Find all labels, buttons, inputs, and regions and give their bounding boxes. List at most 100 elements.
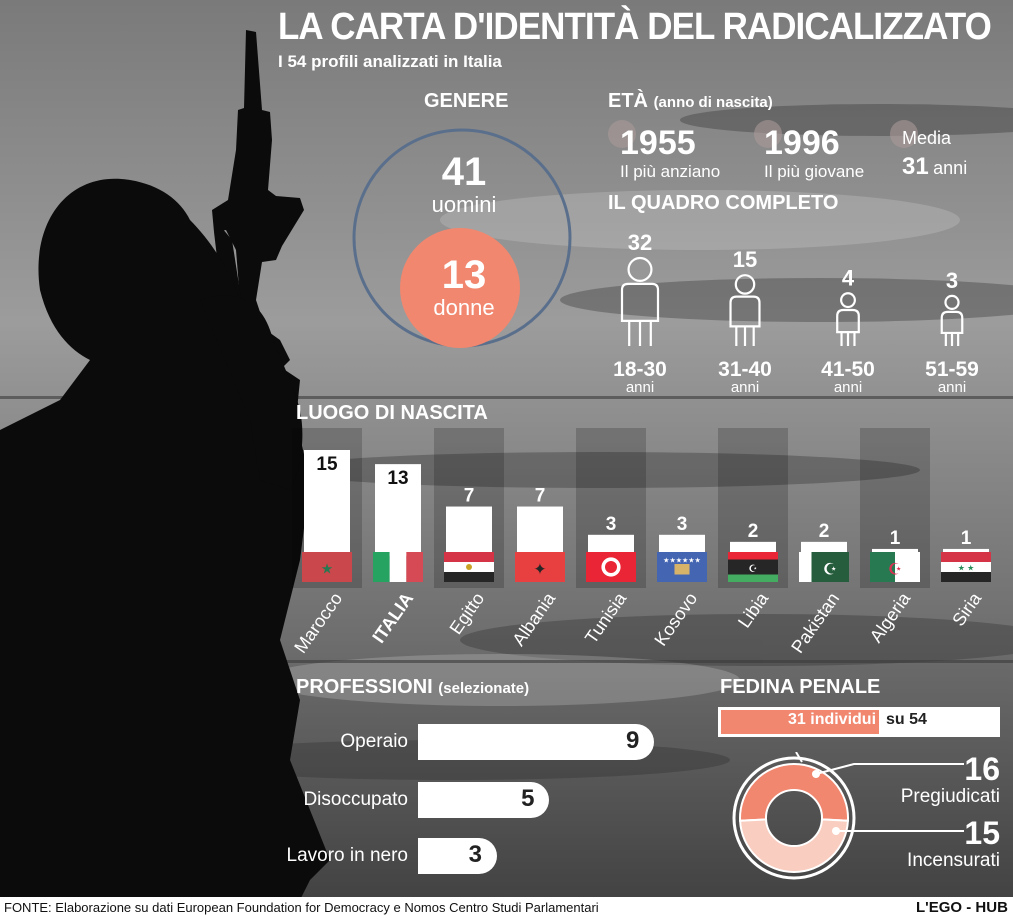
bar-algeria: 1 ☪ Algeria bbox=[860, 428, 930, 646]
clean-value: 15 bbox=[964, 815, 1000, 851]
source-note: FONTE: Elaborazione su dati European Fou… bbox=[4, 900, 599, 915]
svg-text:✦: ✦ bbox=[533, 562, 546, 579]
age-group-unit: anni bbox=[938, 379, 966, 396]
person-icon bbox=[836, 292, 860, 346]
bar bbox=[304, 450, 350, 556]
svg-text:★ ★: ★ ★ bbox=[958, 564, 975, 573]
bar-value: 1 bbox=[961, 528, 972, 549]
age-dots bbox=[608, 120, 918, 148]
svg-text:☪: ☪ bbox=[888, 562, 902, 579]
bar bbox=[375, 464, 421, 556]
bar bbox=[517, 506, 563, 556]
bar-albania: 7 ✦ Albania bbox=[508, 486, 565, 649]
women-circle bbox=[400, 228, 520, 348]
average-unit: anni bbox=[933, 158, 968, 178]
oldest-year: 1955 bbox=[620, 124, 696, 162]
person-icon bbox=[620, 256, 660, 346]
bar-label: Albania bbox=[508, 588, 559, 649]
age-group-value: 3 bbox=[946, 268, 958, 293]
person-icon bbox=[940, 294, 964, 346]
bar-italia: 13 ITALIA bbox=[368, 464, 423, 647]
donut-slice-incensurati bbox=[739, 818, 849, 873]
bar-value: 2 bbox=[819, 521, 830, 542]
bar-kosovo: 3 ★★★★★★ Kosovo bbox=[650, 514, 707, 650]
birthplace-heading: LUOGO DI NASCITA bbox=[296, 402, 488, 424]
bar-siria: 1 ★ ★ Siria bbox=[941, 528, 991, 630]
prior-label: Pregiudicati bbox=[900, 786, 1000, 807]
bar-value: 7 bbox=[464, 486, 475, 507]
bar-label: Libia bbox=[734, 588, 773, 631]
age-group-unit: anni bbox=[731, 379, 759, 396]
svg-text:☪: ☪ bbox=[749, 564, 758, 575]
oldest-block: 1955 Il più anziano bbox=[620, 124, 720, 182]
flag-albania-icon: ✦ bbox=[515, 552, 565, 582]
flag-libya-icon: ☪ bbox=[728, 552, 778, 582]
silhouette bbox=[0, 30, 330, 920]
bar-label: Tunisia bbox=[581, 588, 631, 647]
youngest-block: 1996 Il più giovane bbox=[764, 124, 864, 182]
prior-block: 16 Pregiudicati bbox=[900, 752, 1000, 808]
bar-label: Kosovo bbox=[650, 589, 701, 650]
average-block: Media 31 anni bbox=[902, 128, 967, 181]
average-label: Media bbox=[902, 128, 952, 148]
criminal-record-heading: FEDINA PENALE bbox=[720, 676, 881, 698]
bar-label: Egitto bbox=[445, 589, 488, 638]
bar bbox=[588, 534, 634, 556]
bar-label: Marocco bbox=[290, 589, 346, 657]
criminal-record-count: 31 individui bbox=[788, 711, 877, 728]
donut-slice-pregiudicati bbox=[739, 763, 849, 822]
bar-value: 1 bbox=[890, 528, 901, 549]
criminal-record-donut bbox=[732, 752, 964, 880]
donut-ring bbox=[732, 756, 856, 880]
men-label: uomini bbox=[431, 192, 497, 217]
age-group-value: 15 bbox=[733, 247, 757, 272]
clean-block: 15 Incensurati bbox=[880, 816, 1000, 872]
age-groups-chart: 3218-30anni1531-40anni441-50anni351-59an… bbox=[613, 230, 979, 396]
age-group-range: 51-59 bbox=[925, 358, 979, 381]
bar-value: 3 bbox=[606, 514, 617, 535]
flag-kosovo-icon: ★★★★★★ bbox=[657, 552, 707, 582]
youngest-label: Il più giovane bbox=[764, 162, 865, 181]
svg-text:☪: ☪ bbox=[823, 562, 837, 579]
criminal-record-total: su 54 bbox=[886, 711, 927, 728]
flag-pakistan-icon: ☪ bbox=[799, 552, 849, 582]
criminal-record-bar: 31 individui su 54 bbox=[718, 707, 1000, 737]
age-group-unit: anni bbox=[834, 379, 862, 396]
clean-label: Incensurati bbox=[907, 850, 1000, 871]
bar-value: 7 bbox=[535, 486, 546, 507]
flag-syria-icon: ★ ★ bbox=[941, 552, 991, 582]
age-group-range: 18-30 bbox=[613, 358, 667, 381]
age-groups-heading: IL QUADRO COMPLETO bbox=[608, 192, 839, 214]
bar-tunisia: 3 Tunisia bbox=[576, 428, 646, 647]
person-icon bbox=[729, 274, 761, 346]
women-count: 13 bbox=[441, 253, 487, 297]
age-group-unit: anni bbox=[626, 379, 654, 396]
bar-value: 3 bbox=[677, 514, 688, 535]
criminal-record-fill bbox=[721, 710, 880, 734]
oldest-label: Il più anziano bbox=[620, 162, 721, 181]
bar-value: 15 bbox=[316, 454, 338, 475]
flag-algeria-icon: ☪ bbox=[870, 552, 920, 582]
age-group-range: 31-40 bbox=[718, 358, 772, 381]
gender-circles bbox=[352, 128, 572, 348]
svg-text:★: ★ bbox=[321, 561, 334, 577]
prior-value: 16 bbox=[964, 751, 1000, 787]
bar-value: 13 bbox=[387, 468, 408, 489]
men-count: 41 bbox=[441, 150, 487, 194]
prior-leader-line bbox=[815, 763, 964, 775]
flag-morocco-icon: ★ bbox=[302, 552, 352, 582]
bar bbox=[446, 506, 492, 556]
age-heading: ETÀ (anno di nascita) bbox=[608, 90, 773, 112]
average-value: 31 bbox=[902, 153, 929, 180]
age-group-value: 32 bbox=[628, 230, 652, 255]
age-group-range: 41-50 bbox=[821, 358, 875, 381]
svg-text:★★★★★★: ★★★★★★ bbox=[663, 557, 701, 565]
professions-heading: PROFESSIONI (selezionate) bbox=[296, 676, 530, 698]
bar-label: ITALIA bbox=[368, 589, 417, 647]
bar-label: Algeria bbox=[866, 588, 915, 646]
youngest-year: 1996 bbox=[764, 124, 840, 162]
